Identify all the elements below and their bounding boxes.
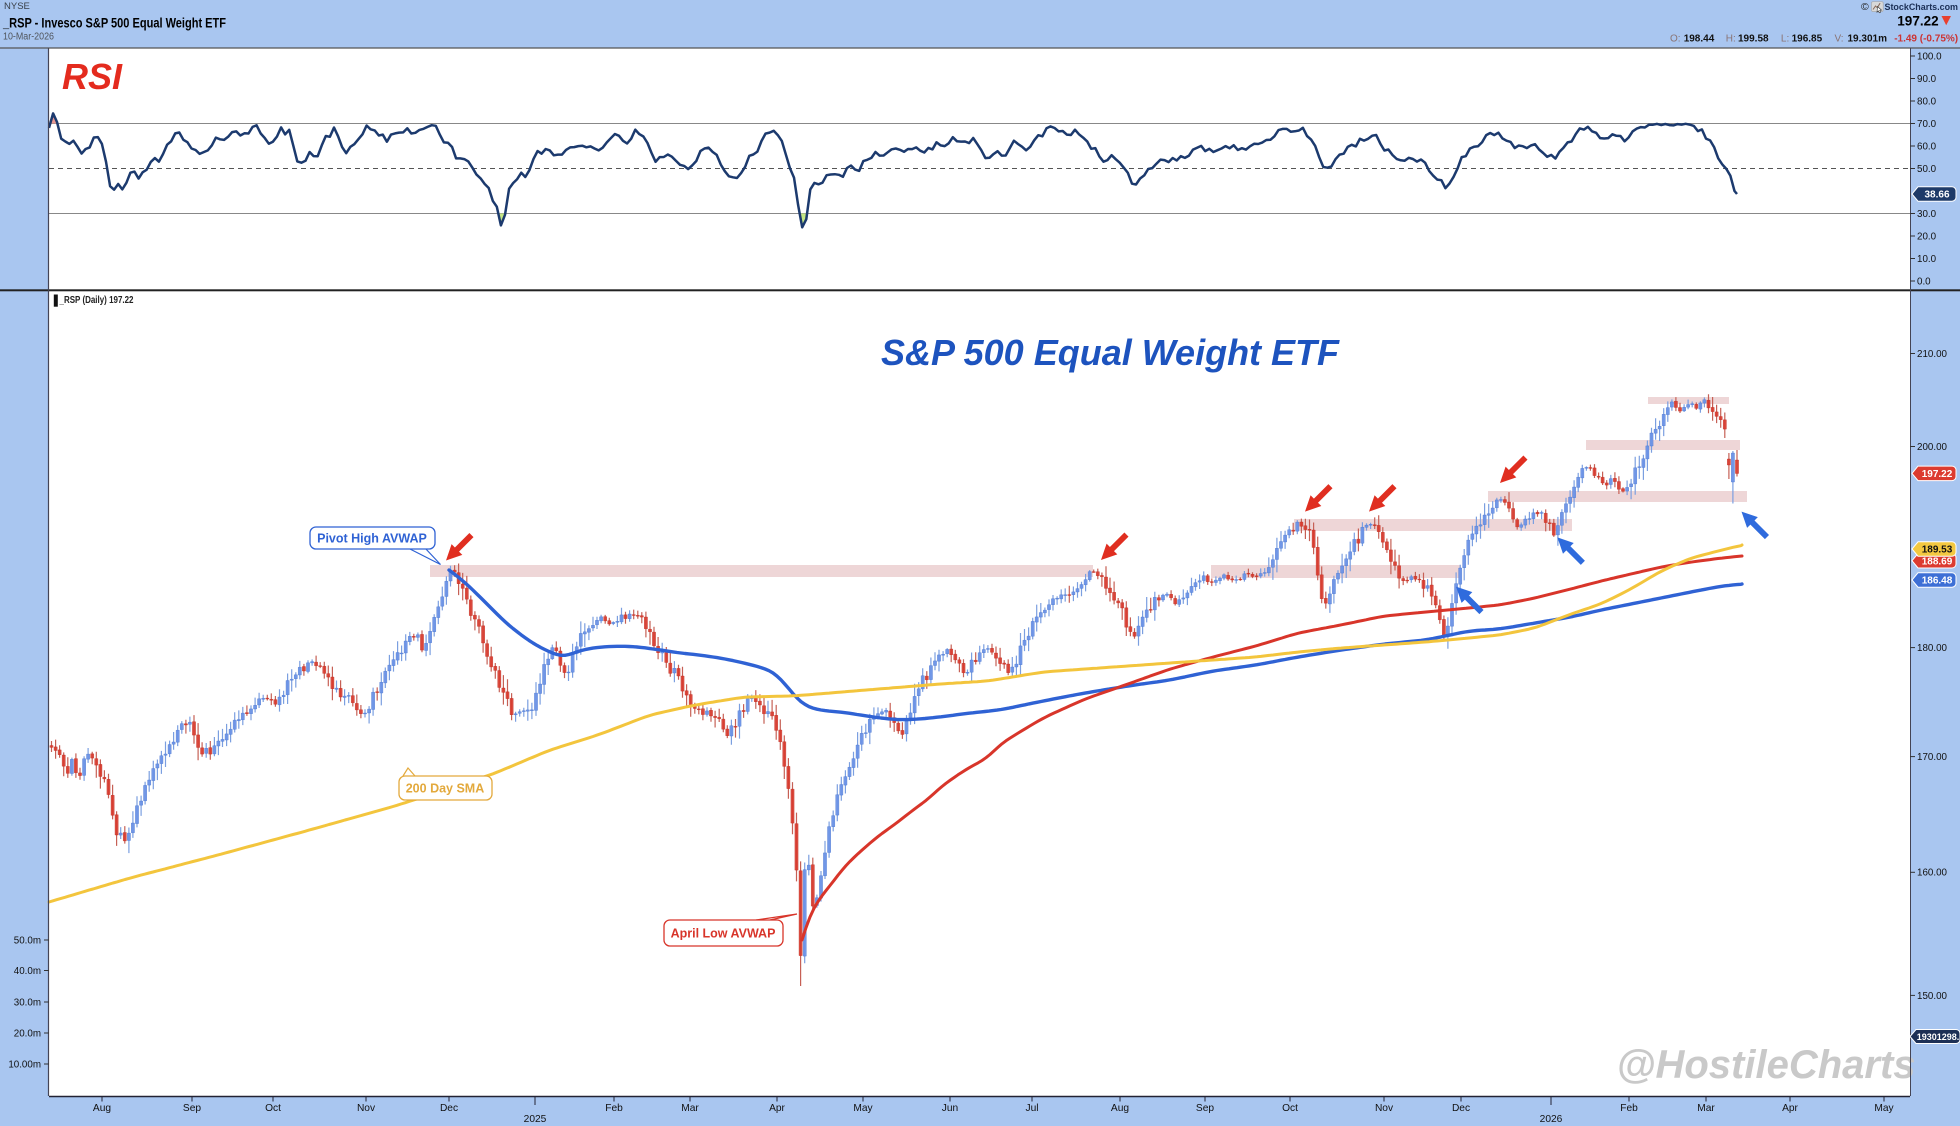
svg-text:April Low AVWAP: April Low AVWAP xyxy=(671,927,776,941)
svg-text:90.0: 90.0 xyxy=(1917,74,1937,85)
svg-text:50.0m: 50.0m xyxy=(14,936,41,947)
svg-text:197.22: 197.22 xyxy=(1897,14,1938,29)
svg-text:2025: 2025 xyxy=(524,1114,547,1125)
svg-text:©: © xyxy=(1861,1,1869,13)
svg-text:210.00: 210.00 xyxy=(1917,349,1948,360)
svg-text:NYSE: NYSE xyxy=(4,1,30,12)
svg-text:197.22: 197.22 xyxy=(1922,469,1953,480)
svg-text:May: May xyxy=(853,1103,873,1114)
svg-text:Dec: Dec xyxy=(1452,1103,1470,1114)
svg-text:RSI: RSI xyxy=(62,56,123,97)
svg-text:Sep: Sep xyxy=(1196,1103,1214,1114)
svg-text:Feb: Feb xyxy=(1620,1103,1638,1114)
svg-text:188.69: 188.69 xyxy=(1922,556,1953,567)
svg-text:Nov: Nov xyxy=(1375,1103,1394,1114)
svg-text:180.00: 180.00 xyxy=(1917,643,1948,654)
svg-text:10.0: 10.0 xyxy=(1917,254,1937,265)
svg-text:10.00m: 10.00m xyxy=(8,1060,41,1071)
svg-text:20.0: 20.0 xyxy=(1917,231,1937,242)
svg-text:30.0m: 30.0m xyxy=(14,998,41,1009)
svg-text:_RSP (Daily) 197.22: _RSP (Daily) 197.22 xyxy=(59,295,134,306)
svg-text:100.0: 100.0 xyxy=(1917,51,1942,62)
svg-text:Jul: Jul xyxy=(1025,1103,1038,1114)
svg-text:Apr: Apr xyxy=(1782,1103,1798,1114)
svg-text:Mar: Mar xyxy=(681,1103,699,1114)
svg-text:70.0: 70.0 xyxy=(1917,119,1937,130)
svg-text:May: May xyxy=(1874,1103,1894,1114)
svg-text:200.00: 200.00 xyxy=(1917,442,1948,453)
svg-text:Feb: Feb xyxy=(605,1103,623,1114)
svg-text:20.0m: 20.0m xyxy=(14,1029,41,1040)
svg-text:Oct: Oct xyxy=(265,1103,281,1114)
svg-text:Aug: Aug xyxy=(93,1103,111,1114)
svg-text:170.00: 170.00 xyxy=(1917,752,1948,763)
svg-text:189.53: 189.53 xyxy=(1922,545,1953,556)
svg-text:Jun: Jun xyxy=(942,1103,958,1114)
svg-text:S&P 500 Equal Weight ETF: S&P 500 Equal Weight ETF xyxy=(881,332,1340,373)
svg-text:_RSP - Invesco S&P 500 Equal W: _RSP - Invesco S&P 500 Equal Weight ETF xyxy=(2,14,226,30)
svg-text:186.48: 186.48 xyxy=(1922,576,1953,587)
svg-text:60.0: 60.0 xyxy=(1917,141,1937,152)
svg-text:200 Day SMA: 200 Day SMA xyxy=(406,782,485,796)
svg-text:Sep: Sep xyxy=(183,1103,201,1114)
svg-text:O:198.44H:199.58L:196.85V:19.3: O: 198.44 H: 199.58 L: 196.85 V: 19.301m -1.49 (… xyxy=(1670,34,1958,45)
svg-text:Aug: Aug xyxy=(1111,1103,1129,1114)
svg-text:Apr: Apr xyxy=(769,1103,785,1114)
svg-text:StockCharts.com: StockCharts.com xyxy=(1885,1,1959,12)
svg-text:2026: 2026 xyxy=(1540,1114,1563,1125)
svg-text:80.0: 80.0 xyxy=(1917,96,1937,107)
svg-text:19301298.: 19301298. xyxy=(1917,1032,1960,1042)
svg-text:Dec: Dec xyxy=(440,1103,458,1114)
svg-text:30.0: 30.0 xyxy=(1917,209,1937,220)
svg-text:38.66: 38.66 xyxy=(1924,190,1949,201)
svg-text:150.00: 150.00 xyxy=(1917,991,1948,1002)
svg-text:Oct: Oct xyxy=(1282,1103,1298,1114)
svg-text:Pivot High AVWAP: Pivot High AVWAP xyxy=(317,532,427,546)
svg-text:160.00: 160.00 xyxy=(1917,868,1948,879)
svg-text:@HostileCharts: @HostileCharts xyxy=(1616,1043,1915,1087)
svg-text:Nov: Nov xyxy=(357,1103,376,1114)
svg-text:Mar: Mar xyxy=(1697,1103,1715,1114)
svg-text:0.0: 0.0 xyxy=(1917,276,1931,287)
svg-text:40.0m: 40.0m xyxy=(14,966,41,977)
svg-text:10-Mar-2026: 10-Mar-2026 xyxy=(3,32,54,43)
svg-text:50.0: 50.0 xyxy=(1917,164,1937,175)
